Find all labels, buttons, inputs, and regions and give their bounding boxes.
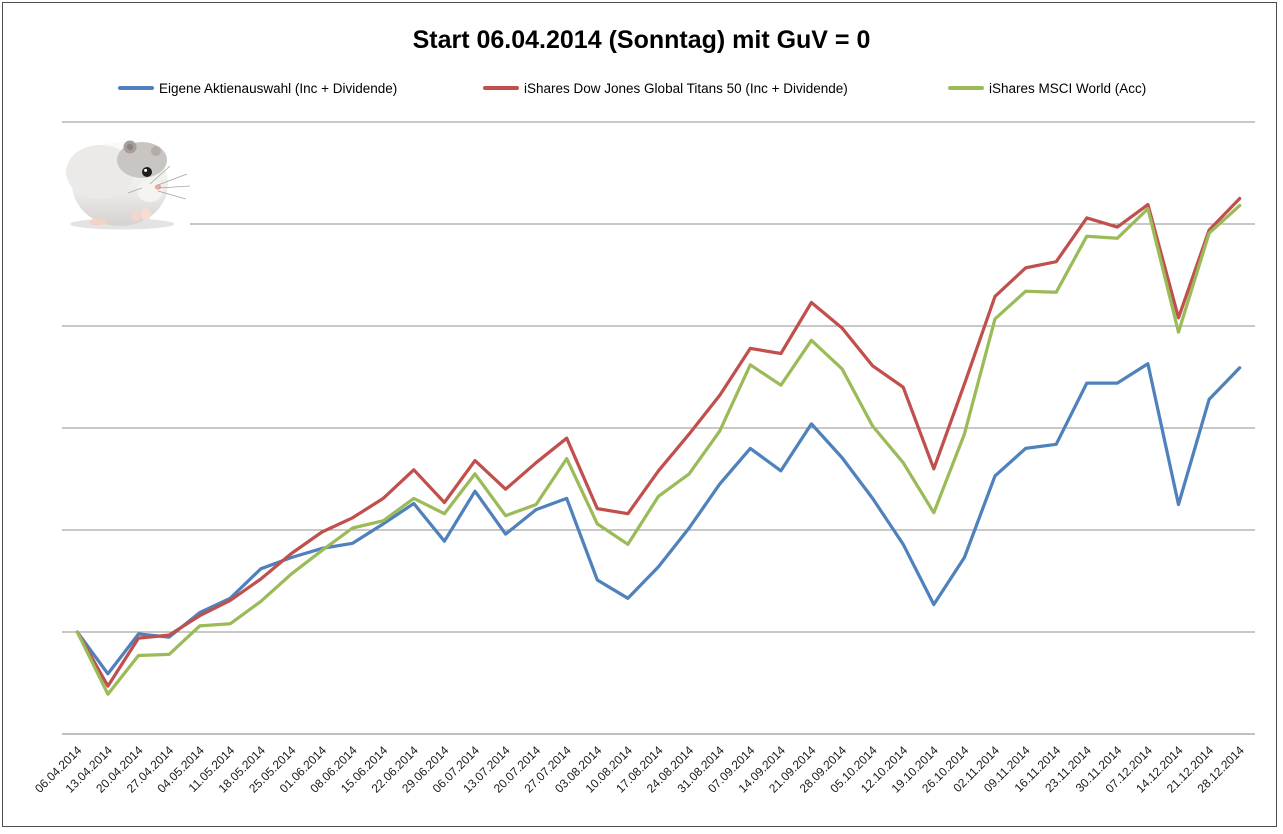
series-line-own-stocks bbox=[75, 362, 1242, 676]
chart-title: Start 06.04.2014 (Sonntag) mit GuV = 0 bbox=[412, 26, 871, 54]
series-line-dj-global-titans bbox=[75, 196, 1242, 688]
legend-swatch-green bbox=[948, 86, 984, 90]
legend-swatch-red bbox=[483, 86, 519, 90]
legend-label: iShares MSCI World (Acc) bbox=[989, 80, 1147, 96]
legend-item-own-stocks: Eigene Aktienauswahl (Inc + Dividende) bbox=[118, 79, 397, 97]
x-axis-labels: 06.04.201413.04.201420.04.201427.04.2014… bbox=[32, 743, 1247, 796]
hamster-photo bbox=[62, 129, 191, 231]
series-lines bbox=[75, 196, 1242, 696]
series-line-msci-world bbox=[75, 203, 1242, 696]
legend-item-msci-world: iShares MSCI World (Acc) bbox=[948, 79, 1146, 97]
legend-label: iShares Dow Jones Global Titans 50 (Inc … bbox=[524, 80, 848, 96]
legend-swatch-blue bbox=[118, 86, 154, 90]
gridlines bbox=[62, 121, 1255, 735]
legend-item-dj-global-titans: iShares Dow Jones Global Titans 50 (Inc … bbox=[483, 79, 848, 97]
legend-label: Eigene Aktienauswahl (Inc + Dividende) bbox=[159, 80, 398, 96]
